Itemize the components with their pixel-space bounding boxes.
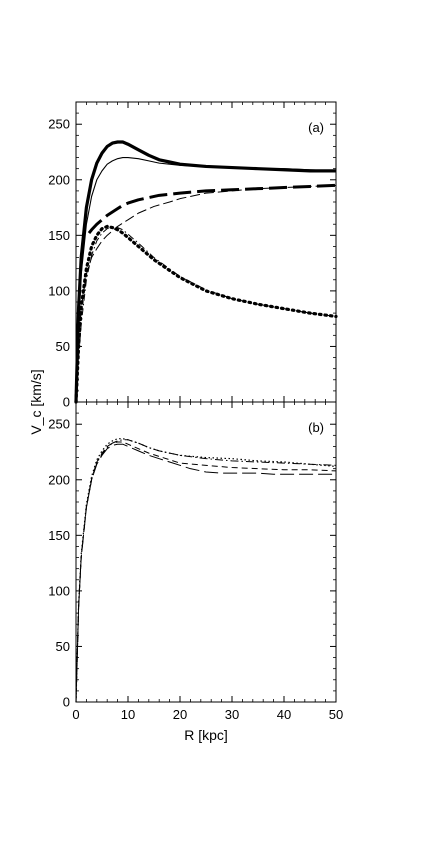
x-axis-label: R [kpc] [184, 727, 228, 743]
x-tick-label: 10 [121, 707, 135, 722]
series-line-thick-dotted [74, 224, 338, 404]
series-line-dash-dot [75, 439, 337, 703]
y-tick-label: 250 [48, 117, 70, 132]
x-tick-label: 0 [72, 707, 79, 722]
x-tick-label: 30 [225, 707, 239, 722]
series-line-dashed [75, 441, 337, 703]
series-line-thin-solid [75, 157, 337, 403]
series-line-long-dash [75, 443, 336, 703]
series-line-thick-solid [74, 140, 336, 403]
y-tick-label: 200 [48, 172, 70, 187]
y-tick-label: 100 [48, 583, 70, 598]
panel-a: 0 50 100 150 200 250 (a) [48, 101, 338, 410]
x-tick-label: 40 [277, 707, 291, 722]
y-tick-label: 50 [56, 339, 70, 354]
panel-b: 0 50 100 150 200 250 0 10 20 30 40 50 (b) [48, 401, 343, 722]
x-tick-label: 50 [329, 707, 343, 722]
y-axis-label: V_c [km/s] [28, 369, 44, 434]
y-tick-label: 250 [48, 417, 70, 432]
y-tick-label: 0 [63, 695, 70, 710]
y-tick-label: 150 [48, 228, 70, 243]
series-line-dotted [75, 438, 337, 703]
plot-frame [75, 401, 337, 703]
y-tick-label: 150 [48, 528, 70, 543]
x-tick-label: 20 [173, 707, 187, 722]
panel-label: (b) [308, 420, 324, 435]
y-tick-label: 50 [56, 639, 70, 654]
y-tick-label: 200 [48, 472, 70, 487]
plot-frame [75, 101, 337, 403]
panel-label: (a) [308, 120, 324, 135]
y-tick-label: 100 [48, 283, 70, 298]
series-line-thin-dash-dot [75, 225, 337, 403]
series-line-thin-dashed [75, 184, 337, 403]
y-tick-label: 0 [63, 395, 70, 410]
